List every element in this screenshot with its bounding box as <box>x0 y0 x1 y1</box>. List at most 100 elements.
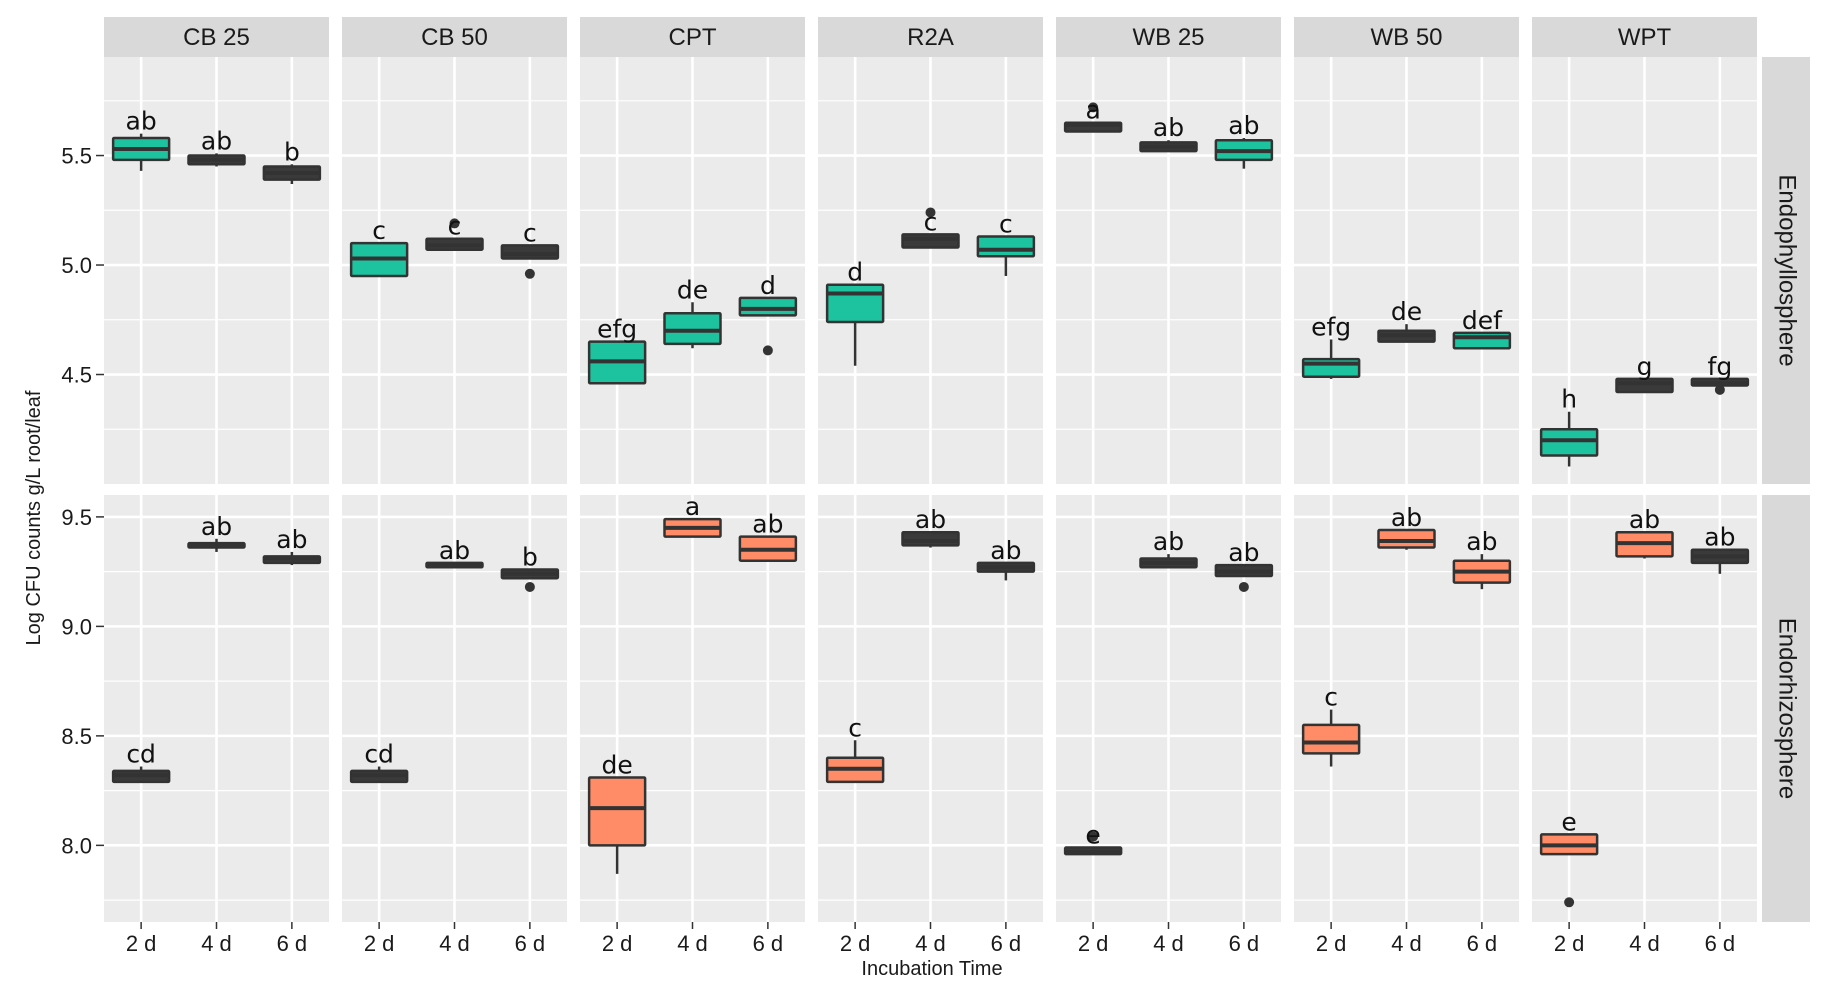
box-endorhizosphere-wb-25-4-d: ab <box>1139 527 1198 569</box>
strip-label-wb-50: WB 50 <box>1370 24 1442 51</box>
significance-label: c <box>372 216 386 245</box>
x-tick-label: 2 d <box>1554 931 1585 956</box>
strip-label-cb-50: CB 50 <box>421 24 488 51</box>
strip-endophyllosphere <box>1762 57 1810 484</box>
outlier-point <box>1088 102 1099 113</box>
box-endophyllosphere-r2a-6-d: c <box>976 210 1036 276</box>
significance-label: ab <box>1391 503 1422 532</box>
y-tick-label: 8.0 <box>61 833 92 858</box>
x-tick-label: 6 d <box>1705 931 1736 956</box>
significance-label: c <box>924 207 938 236</box>
x-tick-label: 4 d <box>915 931 946 956</box>
box-endorhizosphere-wpt-2-d: e <box>1539 807 1599 908</box>
x-tick-label: 2 d <box>1316 931 1347 956</box>
facet-strips: CB 25 CB 50 CPT R2A WB 25 WB 50 WPT Endophyllos… <box>104 17 1810 922</box>
significance-label: ab <box>201 126 232 155</box>
box-endorhizosphere-cb-50-4-d: ab <box>425 536 484 569</box>
significance-label: ab <box>752 510 783 539</box>
outlier-point <box>1238 581 1249 592</box>
box-endophyllosphere-wb-50-6-d: def <box>1452 306 1512 350</box>
box-body <box>1377 528 1436 549</box>
box-endorhizosphere-cpt-6-d: ab <box>738 510 798 562</box>
box-endophyllosphere-wb-50-2-d: efg <box>1301 312 1361 379</box>
significance-label: b <box>284 137 300 166</box>
strip-wb-50 <box>1294 17 1519 57</box>
x-tick-label: 4 d <box>677 931 708 956</box>
panel-backgrounds <box>104 57 1757 922</box>
x-tick-label: 2 d <box>1078 931 1109 956</box>
box-body <box>663 311 722 346</box>
box-body <box>1452 331 1512 350</box>
significance-label: e <box>1561 807 1576 836</box>
x-tick-label: 6 d <box>1467 931 1498 956</box>
outlier-point <box>524 581 535 592</box>
box-endophyllosphere-cb-25-4-d: ab <box>187 126 246 167</box>
significance-label: ab <box>1228 111 1259 140</box>
box-endophyllosphere-r2a-2-d: d <box>825 258 885 366</box>
box-endorhizosphere-cb-25-4-d: ab <box>187 512 246 552</box>
significance-label: cd <box>364 740 394 769</box>
box-endophyllosphere-cpt-4-d: de <box>663 275 722 349</box>
x-tick-label: 2 d <box>126 931 157 956</box>
box-body <box>587 776 647 847</box>
strip-cb-50 <box>342 17 567 57</box>
box-endorhizosphere-wb-25-6-d: ab <box>1214 538 1274 592</box>
significance-label: cd <box>126 740 156 769</box>
box-endophyllosphere-cb-50-2-d: c <box>349 216 409 278</box>
strip-label-r2a: R2A <box>907 24 954 51</box>
box-endophyllosphere-cpt-2-d: efg <box>587 315 647 385</box>
outlier-point <box>1564 897 1575 908</box>
significance-label: de <box>677 275 708 304</box>
significance-label: c <box>848 713 862 742</box>
box-endophyllosphere-wpt-6-d: fg <box>1690 352 1750 395</box>
x-tick-label: 4 d <box>439 931 470 956</box>
outlier-point <box>925 207 936 218</box>
box-endorhizosphere-cpt-2-d: de <box>587 750 647 874</box>
outlier-point <box>524 268 535 279</box>
box-endorhizosphere-r2a-6-d: ab <box>976 536 1036 581</box>
box-endorhizosphere-cb-25-6-d: ab <box>262 525 322 566</box>
x-tick-label: 6 d <box>515 931 546 956</box>
box-endorhizosphere-r2a-2-d: c <box>825 713 885 784</box>
box-endorhizosphere-wb-25-2-d: e <box>1063 821 1123 856</box>
box-endorhizosphere-wb-50-2-d: c <box>1301 683 1361 767</box>
x-tick-label: 4 d <box>1153 931 1184 956</box>
strip-label-endorhizosphere: Endorhizosphere <box>1774 618 1801 799</box>
x-tick-label: 2 d <box>602 931 633 956</box>
axes: 4.5 5.0 5.5 8.0 8.5 9.0 9.5 2 d 4 d 6 d 2 d 4 d 6 d 2… <box>61 144 1735 956</box>
significance-label: ab <box>1153 113 1184 142</box>
significance-label: ab <box>126 107 157 136</box>
x-tick-label: 4 d <box>201 931 232 956</box>
box-body <box>738 296 798 317</box>
significance-label: ab <box>1228 538 1259 567</box>
box-endophyllosphere-cpt-6-d: d <box>738 271 798 356</box>
significance-label: c <box>523 218 537 247</box>
x-tick-label: 4 d <box>1391 931 1422 956</box>
x-axis-title: Incubation Time <box>861 958 1002 980</box>
x-tick-label: 6 d <box>753 931 784 956</box>
box-endorhizosphere-cb-50-6-d: b <box>500 542 560 592</box>
box-endophyllosphere-wb-50-4-d: de <box>1377 297 1436 343</box>
box-endorhizosphere-cpt-4-d: a <box>663 492 722 538</box>
strip-label-wpt: WPT <box>1618 24 1672 51</box>
significance-label: ab <box>1153 527 1184 556</box>
significance-label: e <box>1085 821 1100 850</box>
significance-label: a <box>685 492 700 521</box>
box-endophyllosphere-r2a-4-d: c <box>901 207 960 249</box>
box-endophyllosphere-cb-25-2-d: ab <box>111 107 171 171</box>
box-endorhizosphere-wpt-4-d: ab <box>1615 505 1674 559</box>
significance-label: efg <box>597 315 637 344</box>
strip-r2a <box>818 17 1043 57</box>
significance-label: efg <box>1311 312 1351 341</box>
strip-label-endophyllosphere: Endophyllosphere <box>1774 174 1801 366</box>
box-endorhizosphere-cb-25-2-d: cd <box>111 740 171 784</box>
box-endophyllosphere-wb-25-4-d: ab <box>1139 113 1198 153</box>
significance-label: fg <box>1708 352 1733 381</box>
box-endorhizosphere-wb-50-4-d: ab <box>1377 503 1436 550</box>
box-body <box>1301 723 1361 755</box>
box-endophyllosphere-wpt-2-d: h <box>1539 385 1599 467</box>
strip-label-cb-25: CB 25 <box>183 24 250 51</box>
significance-label: ab <box>990 536 1021 565</box>
